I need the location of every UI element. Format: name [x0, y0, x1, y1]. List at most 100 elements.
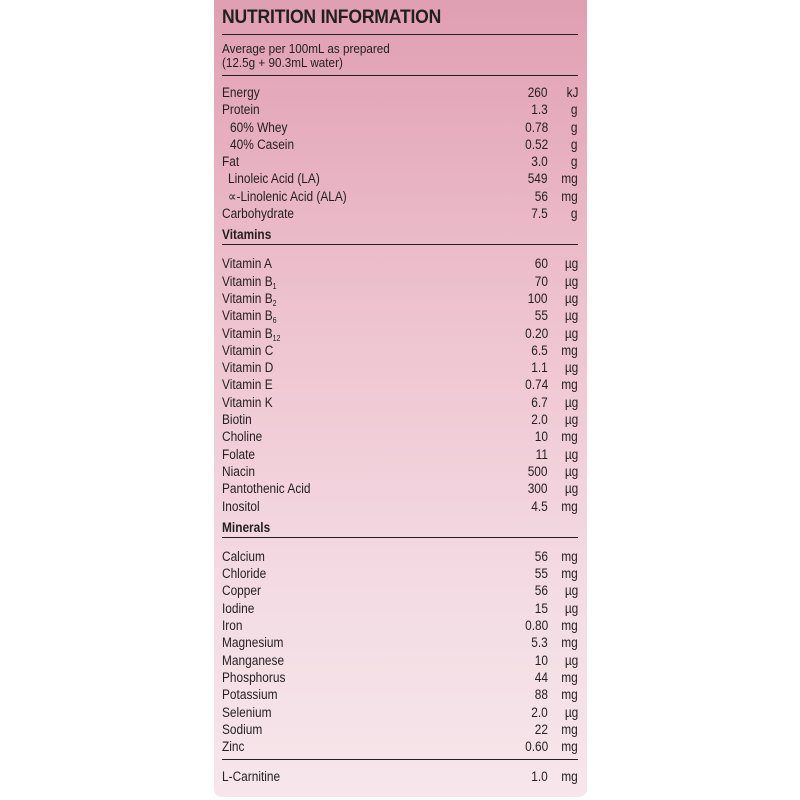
nutrient-value: 300 [528, 481, 548, 497]
nutrient-row: Iodine 15 µg [222, 600, 578, 617]
nutrient-unit: mg [561, 429, 578, 445]
nutrient-unit: mg [561, 566, 578, 582]
nutrient-value: 0.20 [524, 325, 548, 341]
nutrient-row: Energy 260 kJ [222, 84, 578, 101]
nutrient-value: 0.60 [524, 739, 548, 755]
nutrient-row: Inositol 4.5 mg [222, 498, 578, 515]
nutrient-name: Iodine [222, 600, 255, 616]
nutrient-unit: µg [564, 360, 578, 376]
nutrient-label: Chloride [222, 565, 266, 582]
nutrient-name: Vitamin K [222, 394, 273, 410]
nutrient-value: 3.0 [531, 154, 548, 170]
nutrient-unit: µg [564, 394, 578, 410]
nutrient-row: Chloride 55 mg [222, 565, 578, 582]
nutrient-name: Vitamin B [222, 290, 273, 306]
nutrient-label: Niacin [222, 463, 255, 480]
nutrient-name: Vitamin C [222, 342, 274, 358]
nutrient-value: 6.7 [531, 394, 548, 410]
nutrient-label: Copper [222, 582, 261, 599]
nutrient-value: 2.0 [531, 704, 548, 720]
nutrient-label: Choline [222, 428, 262, 445]
nutrient-value: 56 [534, 188, 548, 204]
nutrient-unit: µg [564, 463, 578, 479]
nutrient-value: 55 [534, 566, 548, 582]
nutrient-name: L-Carnitine [222, 769, 281, 785]
nutrient-label: Manganese [222, 652, 284, 669]
nutrient-value: 0.78 [524, 119, 548, 135]
nutrient-label: Protein [222, 101, 260, 118]
nutrient-unit: mg [561, 377, 578, 393]
nutrient-row: Copper 56 µg [222, 582, 578, 599]
serving-line-1: Average per 100mL as prepared [222, 41, 390, 56]
nutrient-section: Vitamin A 60 µg Vitamin B1 70 µg Vitamin… [222, 250, 578, 514]
nutrient-name: Vitamin D [222, 360, 274, 376]
nutrient-name: Biotin [222, 412, 252, 428]
nutrient-value: 0.74 [524, 377, 548, 393]
nutrient-value: 7.5 [531, 206, 548, 222]
nutrient-name: ∝-Linolenic Acid (ALA) [228, 188, 347, 204]
nutrient-value: 0.52 [524, 136, 548, 152]
nutrient-label: Biotin [222, 411, 252, 428]
nutrient-name: Calcium [222, 548, 265, 564]
nutrient-unit: g [571, 154, 578, 170]
nutrient-name: Choline [222, 429, 263, 445]
nutrient-value: 60 [534, 256, 548, 272]
nutrient-value: 55 [534, 308, 548, 324]
nutrient-section: L-Carnitine 1.0 mg [222, 765, 578, 785]
nutrient-subscript: 1 [272, 281, 277, 291]
nutrient-row: Vitamin B1 70 µg [222, 273, 578, 291]
nutrient-name: Phosphorus [222, 669, 286, 685]
nutrient-row: Vitamin E 0.74 mg [222, 376, 578, 393]
section-divider [222, 536, 578, 538]
nutrient-name: Energy [222, 85, 260, 100]
nutrient-label: Vitamin A [222, 255, 272, 272]
nutrient-unit: µg [564, 273, 578, 289]
nutrient-unit: µg [564, 583, 578, 599]
nutrient-label: Energy [222, 84, 260, 101]
nutrient-name: Magnesium [222, 635, 284, 651]
nutrient-label: Linoleic Acid (LA) [228, 170, 320, 187]
nutrient-value: 6.5 [531, 342, 548, 358]
nutrient-unit: µg [564, 325, 578, 341]
nutrient-label: Iron [222, 617, 242, 634]
nutrient-value: 88 [534, 687, 548, 703]
nutrient-name: Copper [222, 583, 261, 599]
nutrient-unit: mg [561, 342, 578, 358]
nutrient-value: 549 [528, 171, 548, 187]
nutrient-name: Inositol [222, 498, 260, 514]
nutrient-unit: mg [561, 669, 578, 685]
nutrient-value: 1.3 [531, 102, 548, 118]
nutrient-unit: µg [564, 308, 578, 324]
nutrient-name: Chloride [222, 566, 267, 582]
nutrient-subscript: 6 [272, 316, 277, 326]
section-divider [222, 75, 578, 76]
panel-title: NUTRITION INFORMATION [222, 6, 442, 28]
nutrient-name: Iron [222, 618, 243, 634]
nutrient-row: Vitamin A 60 µg [222, 255, 578, 272]
nutrient-row: Potassium 88 mg [222, 686, 578, 703]
nutrient-value: 11 [535, 446, 548, 462]
nutrient-name: Vitamin B [222, 273, 273, 289]
section-divider [222, 244, 578, 246]
nutrient-value: 4.5 [531, 498, 548, 514]
nutrient-subscript: 2 [272, 298, 277, 308]
nutrient-value: 70 [534, 273, 548, 289]
nutrient-label: Folate [222, 446, 255, 463]
nutrient-unit: µg [564, 704, 578, 720]
nutrient-row: Pantothenic Acid 300 µg [222, 480, 578, 497]
nutrient-section: Energy 260 kJ Protein 1.3 g 60% Whey 0.7… [222, 81, 578, 222]
nutrient-label: Calcium [222, 548, 265, 565]
nutrient-value: 15 [534, 600, 548, 616]
nutrient-subscript: 12 [272, 333, 281, 343]
nutrient-label: Sodium [222, 721, 262, 738]
nutrient-row: Niacin 500 µg [222, 463, 578, 480]
nutrient-row: Biotin 2.0 µg [222, 411, 578, 428]
nutrient-unit: mg [561, 687, 578, 703]
nutrient-label: Vitamin C [222, 342, 273, 359]
nutrient-row: Carbohydrate 7.5 g [222, 205, 578, 222]
nutrient-value: 56 [534, 548, 548, 564]
nutrient-sections: Energy 260 kJ Protein 1.3 g 60% Whey 0.7… [222, 75, 578, 786]
nutrient-name: Manganese [222, 652, 285, 668]
nutrient-row: Manganese 10 µg [222, 652, 578, 669]
nutrient-row: Zinc 0.60 mg [222, 738, 578, 755]
